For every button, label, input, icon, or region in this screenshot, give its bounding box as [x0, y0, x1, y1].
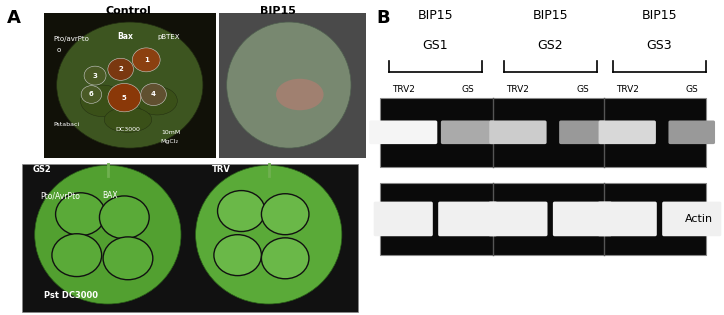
- Text: TRV2: TRV2: [392, 85, 415, 94]
- Ellipse shape: [56, 22, 203, 148]
- Text: GS: GS: [576, 85, 589, 94]
- Text: o: o: [56, 47, 61, 53]
- FancyBboxPatch shape: [438, 202, 497, 236]
- Text: GS1: GS1: [423, 39, 448, 52]
- Circle shape: [56, 193, 105, 236]
- Bar: [44, 13, 216, 158]
- Ellipse shape: [195, 165, 342, 304]
- Bar: [380, 183, 706, 255]
- Circle shape: [81, 86, 101, 103]
- Circle shape: [132, 48, 160, 72]
- Text: GS2: GS2: [537, 39, 563, 52]
- Text: Control: Control: [105, 6, 151, 16]
- Text: MgCl₂: MgCl₂: [161, 139, 179, 144]
- Text: TRV2: TRV2: [507, 85, 529, 94]
- Circle shape: [84, 66, 106, 85]
- Text: DC3000: DC3000: [115, 127, 140, 132]
- Ellipse shape: [227, 22, 351, 148]
- FancyBboxPatch shape: [599, 121, 656, 144]
- Ellipse shape: [137, 87, 177, 115]
- Text: Bax: Bax: [117, 32, 133, 41]
- Text: Pto/AvrPto: Pto/AvrPto: [41, 192, 80, 200]
- Ellipse shape: [80, 85, 125, 117]
- FancyBboxPatch shape: [369, 121, 437, 144]
- FancyBboxPatch shape: [598, 202, 657, 236]
- Text: GS3: GS3: [647, 39, 673, 52]
- Circle shape: [108, 58, 133, 80]
- Text: BIP15: BIP15: [641, 9, 678, 22]
- Ellipse shape: [35, 165, 181, 304]
- FancyBboxPatch shape: [553, 202, 612, 236]
- Text: A: A: [7, 9, 21, 27]
- Text: 3: 3: [93, 72, 98, 79]
- Text: 5: 5: [122, 94, 127, 101]
- Circle shape: [261, 238, 309, 279]
- Circle shape: [108, 83, 140, 112]
- Text: 2: 2: [118, 66, 123, 72]
- Circle shape: [214, 235, 261, 276]
- Circle shape: [52, 234, 101, 277]
- Text: GS2: GS2: [33, 165, 51, 175]
- FancyBboxPatch shape: [559, 121, 606, 144]
- Text: 1: 1: [144, 57, 148, 63]
- Text: Actin: Actin: [685, 214, 713, 224]
- Text: GS: GS: [461, 85, 474, 94]
- Text: B: B: [376, 9, 390, 27]
- Text: Pto/avrPto: Pto/avrPto: [53, 36, 89, 42]
- Text: GS: GS: [686, 85, 698, 94]
- Text: pBTEX: pBTEX: [157, 34, 180, 40]
- Text: Pstabaci: Pstabaci: [53, 122, 79, 127]
- FancyBboxPatch shape: [489, 202, 547, 236]
- Text: 6: 6: [89, 91, 94, 98]
- Bar: [219, 13, 366, 158]
- FancyBboxPatch shape: [374, 202, 433, 236]
- Circle shape: [99, 196, 149, 239]
- Bar: [22, 164, 358, 312]
- Text: TRV2: TRV2: [616, 85, 639, 94]
- Circle shape: [103, 237, 153, 280]
- Text: BAX: BAX: [102, 192, 118, 200]
- FancyBboxPatch shape: [489, 121, 547, 144]
- Bar: [380, 98, 706, 167]
- Text: TRV: TRV: [212, 165, 231, 175]
- Ellipse shape: [104, 107, 152, 132]
- Text: BIP15: BIP15: [532, 9, 568, 22]
- FancyBboxPatch shape: [668, 121, 715, 144]
- Ellipse shape: [276, 79, 324, 110]
- FancyBboxPatch shape: [662, 202, 721, 236]
- Text: BIP15: BIP15: [260, 6, 296, 16]
- Circle shape: [217, 191, 265, 232]
- Text: 10mM: 10mM: [161, 130, 180, 135]
- Text: 4: 4: [151, 91, 156, 98]
- Text: BIP15: BIP15: [418, 9, 453, 22]
- Circle shape: [140, 83, 167, 106]
- FancyBboxPatch shape: [441, 121, 494, 144]
- Text: Pst DC3000: Pst DC3000: [44, 291, 98, 300]
- Circle shape: [261, 194, 309, 235]
